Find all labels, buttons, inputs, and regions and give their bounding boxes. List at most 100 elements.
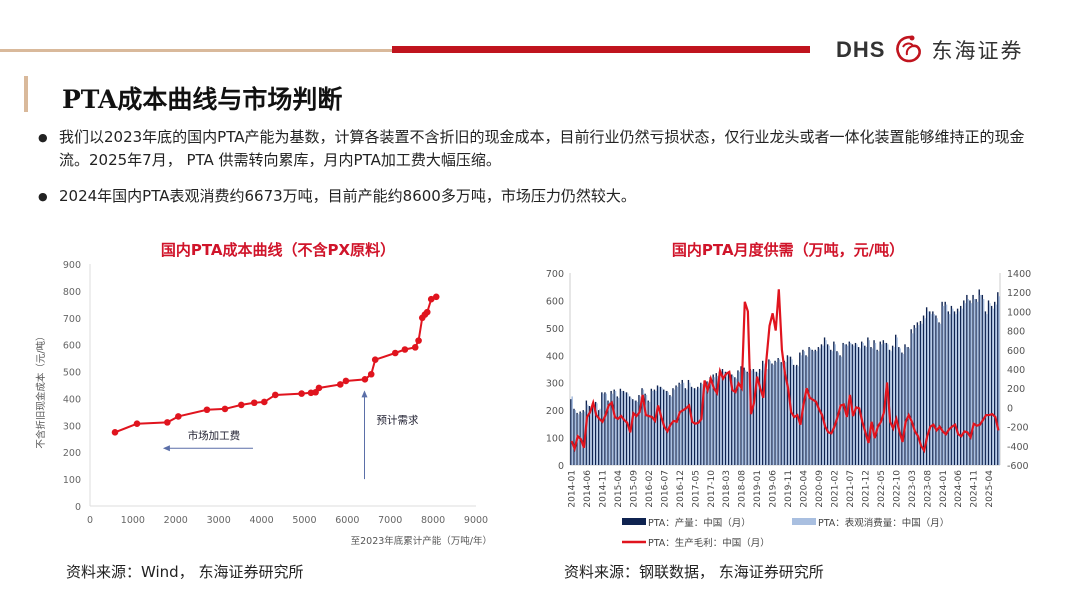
bar-production bbox=[913, 325, 915, 465]
x-tick-label: 2014-06 bbox=[583, 470, 593, 508]
bullet-item: 我们以2023年底的国内PTA产能为基数，计算各装置不含折旧的现金成本，目前行业… bbox=[38, 126, 1038, 172]
bar-consumption bbox=[967, 299, 969, 465]
bar-production bbox=[811, 349, 813, 465]
bar-production bbox=[941, 301, 943, 465]
data-point bbox=[111, 429, 119, 436]
logo-chinese: 东海证券 bbox=[931, 39, 1024, 63]
bar-consumption bbox=[948, 314, 951, 465]
bar-consumption bbox=[726, 373, 728, 465]
bar-production bbox=[966, 294, 968, 465]
y2-tick-label: -600 bbox=[1007, 461, 1029, 472]
bar-consumption bbox=[924, 318, 926, 465]
bar-production bbox=[907, 347, 909, 465]
chart-title: 国内PTA月度供需（万吨，元/吨） bbox=[672, 241, 904, 259]
bar-consumption bbox=[729, 374, 731, 465]
x-tick-label: 2000 bbox=[164, 515, 188, 526]
bar-production bbox=[919, 321, 922, 465]
bar-consumption bbox=[945, 304, 948, 465]
y-tick-label: 500 bbox=[63, 368, 81, 379]
bar-production bbox=[659, 386, 662, 465]
bar-consumption bbox=[707, 382, 710, 465]
x-tick-label: 4000 bbox=[249, 515, 273, 526]
bar-consumption bbox=[985, 314, 988, 465]
bar-consumption bbox=[651, 390, 654, 465]
source-left: 资料来源：Wind， 东海证券研究所 bbox=[66, 563, 304, 581]
bar-production bbox=[826, 344, 829, 465]
x-tick-label: 1000 bbox=[121, 515, 145, 526]
data-point bbox=[411, 344, 419, 351]
bar-production bbox=[656, 385, 659, 465]
bar-consumption bbox=[837, 352, 839, 465]
bar-production bbox=[833, 341, 835, 465]
bar-consumption bbox=[958, 311, 960, 465]
y-tick-label: 0 bbox=[558, 461, 564, 472]
bar-consumption bbox=[753, 371, 756, 465]
bar-consumption bbox=[902, 353, 904, 465]
bar-production bbox=[632, 399, 634, 465]
bar-production bbox=[625, 392, 628, 465]
bar-production bbox=[836, 351, 838, 465]
bar-production bbox=[758, 369, 761, 465]
bar-production bbox=[938, 322, 940, 465]
bar-consumption bbox=[738, 371, 740, 465]
bar-production bbox=[700, 382, 702, 465]
bar-consumption bbox=[877, 351, 880, 465]
bar-consumption bbox=[760, 370, 762, 465]
bar-consumption bbox=[992, 308, 994, 465]
data-point bbox=[221, 405, 229, 413]
header-rule bbox=[0, 49, 392, 52]
y-tick-label: 700 bbox=[546, 269, 564, 280]
bar-production bbox=[715, 373, 717, 465]
bar-production bbox=[635, 400, 637, 465]
bar-production bbox=[647, 400, 649, 465]
bar-consumption bbox=[775, 362, 778, 465]
x-tick-label: 2024-11 bbox=[970, 470, 980, 508]
cost-curve-chart: 国内PTA成本曲线（不含PX原料） 0 100 200 300 400 500 600 700 8… bbox=[35, 241, 492, 547]
bar-consumption bbox=[800, 355, 802, 465]
bar-production bbox=[650, 388, 653, 465]
y-tick-label: 300 bbox=[63, 421, 81, 432]
bar-consumption bbox=[627, 393, 629, 465]
bar-production bbox=[786, 355, 789, 465]
y-tick-label: 200 bbox=[63, 448, 81, 459]
x-tick-label: 2025-04 bbox=[985, 470, 995, 508]
bar-production bbox=[601, 392, 603, 465]
bar-consumption bbox=[890, 351, 892, 465]
x-tick-label: 2021-07 bbox=[846, 470, 856, 508]
bar-production bbox=[740, 366, 742, 465]
x-tick-label: 2021-02 bbox=[830, 470, 840, 508]
legend-label: PTA：表观消费量：中国（月） bbox=[818, 517, 949, 529]
bar-production bbox=[944, 301, 946, 465]
bar-consumption bbox=[695, 389, 697, 465]
bar-production bbox=[669, 395, 671, 465]
x-tick-label: 0 bbox=[87, 515, 93, 526]
x-tick-label: 2015-04 bbox=[614, 470, 624, 508]
data-point bbox=[203, 406, 211, 414]
data-point bbox=[133, 420, 141, 428]
bar-consumption bbox=[893, 347, 895, 465]
bar-consumption bbox=[942, 305, 945, 465]
bar-production bbox=[610, 390, 612, 465]
bar-consumption bbox=[933, 314, 935, 465]
bar-production bbox=[765, 367, 767, 465]
legend-swatch-production bbox=[622, 518, 646, 525]
bar-consumption bbox=[911, 333, 914, 465]
bar-production bbox=[932, 311, 934, 465]
bar-consumption bbox=[593, 404, 595, 465]
x-tick-label: 6000 bbox=[335, 515, 359, 526]
x-tick-label: 9000 bbox=[464, 515, 488, 526]
y-tick-label: 600 bbox=[546, 296, 564, 307]
bar-consumption bbox=[812, 351, 815, 465]
x-tick-label: 2019-06 bbox=[769, 470, 779, 508]
x-tick-label: 2020-04 bbox=[800, 470, 810, 508]
bar-production bbox=[604, 392, 606, 465]
bar-consumption bbox=[989, 303, 991, 465]
data-point bbox=[237, 401, 245, 409]
bar-consumption bbox=[806, 356, 809, 465]
bar-consumption bbox=[865, 347, 867, 465]
bar-consumption bbox=[701, 384, 703, 465]
legend-label: PTA：产量：中国（月） bbox=[648, 517, 751, 529]
bar-consumption bbox=[880, 344, 883, 465]
bar-production bbox=[876, 349, 878, 465]
y2-tick-label: -200 bbox=[1007, 423, 1029, 434]
